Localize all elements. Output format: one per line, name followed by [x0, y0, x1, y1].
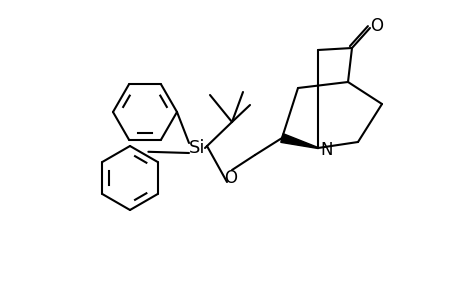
Text: Si: Si — [188, 139, 205, 157]
Text: O: O — [369, 17, 383, 35]
Polygon shape — [280, 134, 318, 148]
Text: N: N — [320, 141, 332, 159]
Text: O: O — [224, 169, 237, 187]
